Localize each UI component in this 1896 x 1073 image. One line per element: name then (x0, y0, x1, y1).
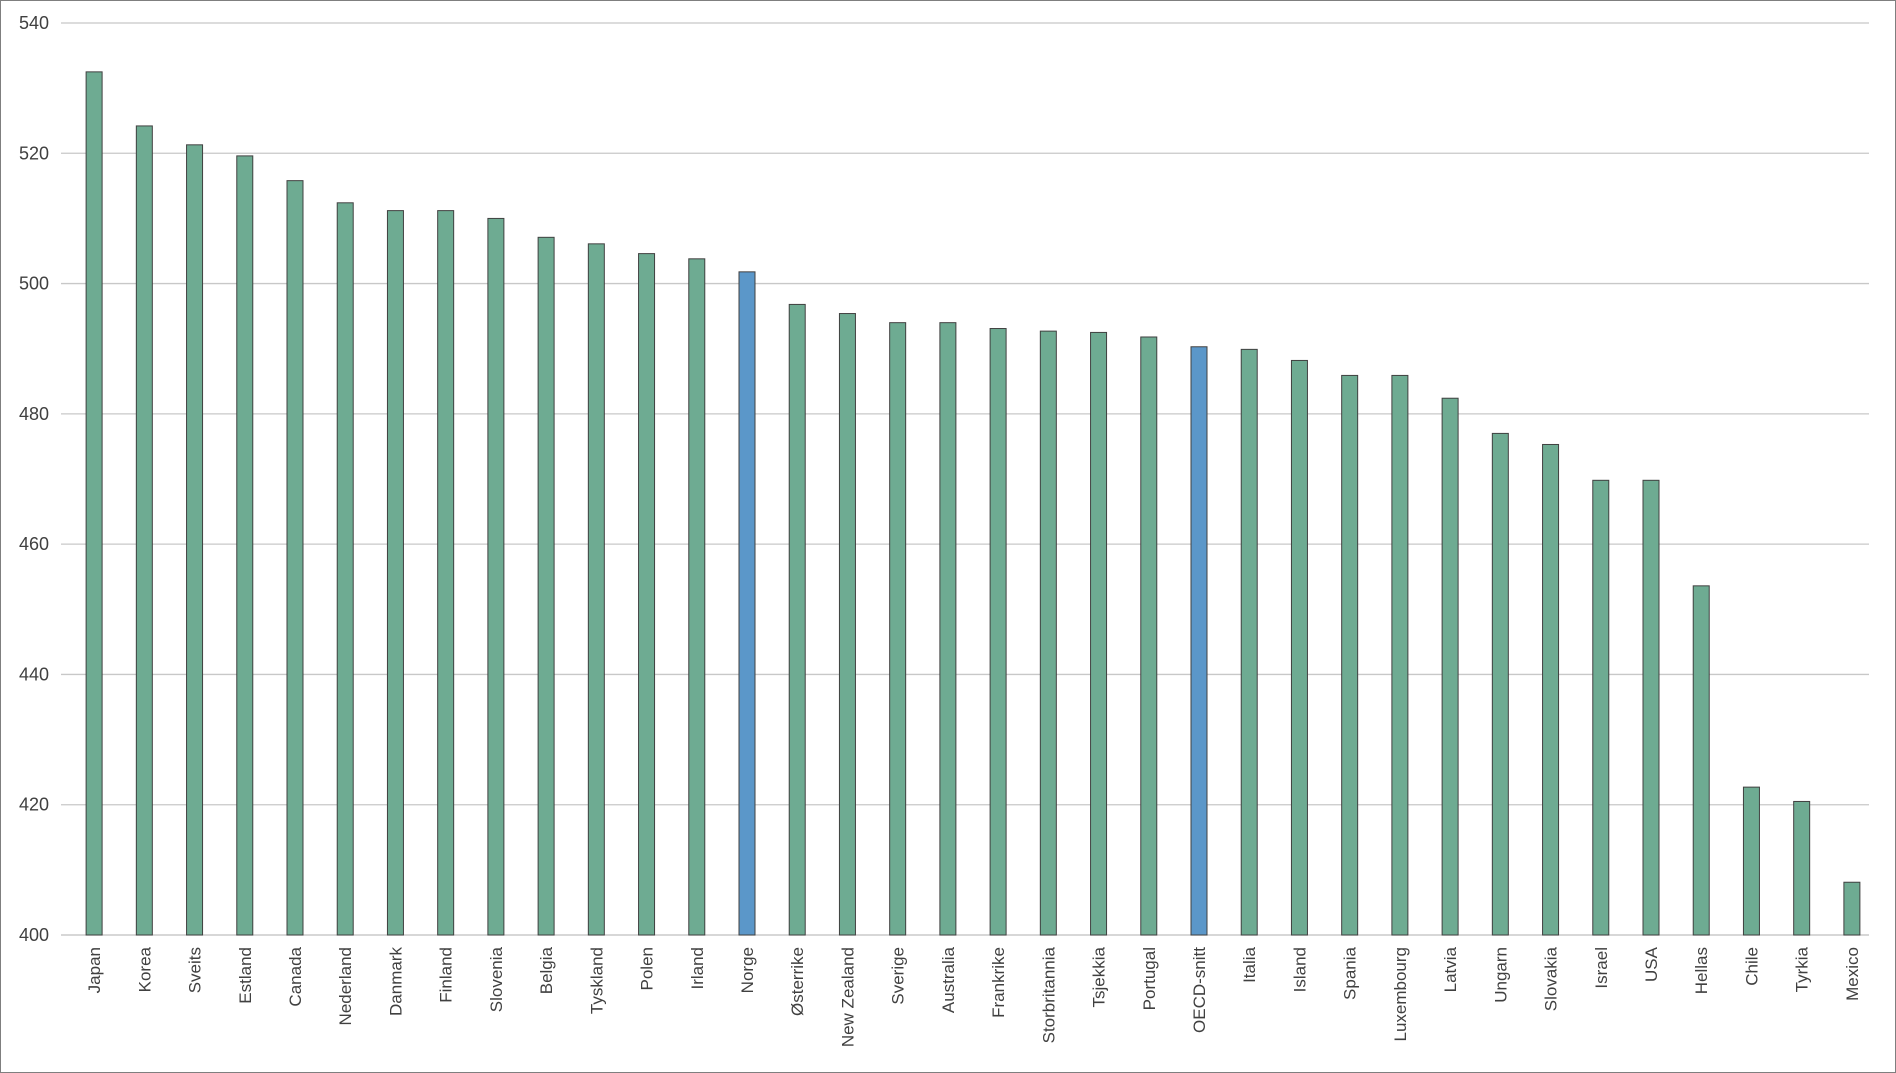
y-tick-label: 440 (19, 664, 49, 684)
bar-finland (437, 210, 455, 936)
bar-tyskland (587, 243, 605, 936)
bar-sveits (186, 144, 204, 936)
x-category-label: USA (1642, 946, 1661, 982)
bar-belgia (537, 236, 555, 936)
x-category-label: Island (1290, 947, 1309, 992)
bar-estland (236, 155, 254, 936)
x-category-label: Slovakia (1542, 946, 1561, 1011)
x-category-label: Portugal (1140, 947, 1159, 1010)
x-category-label: Spania (1341, 946, 1360, 999)
bar-nederland (336, 202, 354, 936)
x-category-label: New Zealand (838, 947, 857, 1047)
y-tick-label: 460 (19, 534, 49, 554)
bar-storbritannia (1039, 330, 1057, 936)
x-category-label: Japan (85, 947, 104, 993)
bar-slovakia (1542, 443, 1560, 936)
bar-østerrike (788, 303, 806, 936)
gridlines (61, 22, 1869, 936)
x-category-label: Belgia (537, 946, 556, 994)
x-category-label: Canada (286, 946, 305, 1006)
bar-usa (1642, 479, 1660, 936)
x-category-label: Østerrike (788, 947, 807, 1016)
bar-island (1290, 359, 1308, 936)
x-category-label: Sveits (186, 947, 205, 993)
x-category-label: Storbritannia (1039, 946, 1058, 1043)
y-tick-label: 480 (19, 404, 49, 424)
x-axis-category-labels: Japan Korea Sveits Estland Canada Nederland Da… (85, 946, 1862, 1047)
x-category-label: Slovenia (487, 946, 506, 1012)
x-category-label: Irland (688, 947, 707, 990)
bar-frankrike (989, 328, 1007, 936)
x-category-label: Australia (939, 946, 958, 1013)
bar-oecd-snitt (1190, 346, 1208, 936)
bar-hellas (1692, 585, 1710, 936)
x-category-label: Nederland (336, 947, 355, 1025)
bar-danmark (386, 210, 404, 936)
bar-tyrkia (1793, 800, 1811, 936)
bar-chile (1742, 786, 1760, 936)
x-category-label: Finland (437, 947, 456, 1003)
x-category-label: Norge (738, 947, 757, 993)
bar-irland (688, 258, 706, 936)
x-category-label: Polen (638, 947, 657, 990)
bar-portugal (1140, 336, 1158, 936)
x-category-label: Tsjekkia (1090, 946, 1109, 1007)
bar-luxembourg (1391, 374, 1409, 936)
x-category-label: Latvia (1441, 946, 1460, 992)
x-category-label: Korea (135, 946, 154, 992)
x-category-label: Luxembourg (1391, 947, 1410, 1042)
bar-polen (638, 253, 656, 936)
y-tick-label: 500 (19, 274, 49, 294)
bar-sverige (889, 322, 907, 936)
bar-mexico (1843, 881, 1861, 936)
x-category-label: Mexico (1843, 947, 1862, 1001)
y-tick-label: 420 (19, 795, 49, 815)
x-category-label: Danmark (386, 947, 405, 1016)
y-tick-label: 400 (19, 925, 49, 945)
y-tick-label: 540 (19, 13, 49, 33)
y-tick-label: 520 (19, 143, 49, 163)
bar-slovenia (487, 217, 505, 936)
bar-ungarn (1491, 432, 1509, 936)
bars (85, 71, 1861, 936)
x-category-label: Estland (236, 947, 255, 1004)
bar-korea (135, 125, 153, 936)
bar-norge (738, 271, 756, 936)
x-category-label: Tyrkia (1793, 946, 1812, 992)
x-category-label: Hellas (1692, 947, 1711, 994)
bar-latvia (1441, 397, 1459, 936)
bar-tsjekkia (1090, 331, 1108, 936)
bar-israel (1592, 479, 1610, 936)
x-category-label: Sverige (889, 947, 908, 1005)
bar-new-zealand (838, 313, 856, 936)
x-category-label: Chile (1742, 947, 1761, 986)
x-category-label: Italia (1240, 946, 1259, 982)
x-category-label: Israel (1592, 947, 1611, 989)
bar-japan (85, 71, 103, 936)
bar-canada (286, 180, 304, 936)
bar-australia (939, 322, 957, 936)
bar-spania (1341, 374, 1359, 936)
x-category-label: Ungarn (1491, 947, 1510, 1003)
y-axis-tick-labels: 400 420 440 460 480 500 520 540 (19, 13, 49, 945)
bar-italia (1240, 348, 1258, 936)
x-category-label: Frankrike (989, 947, 1008, 1018)
x-category-label: Tyskland (587, 947, 606, 1014)
x-category-label: OECD-snitt (1190, 947, 1209, 1033)
